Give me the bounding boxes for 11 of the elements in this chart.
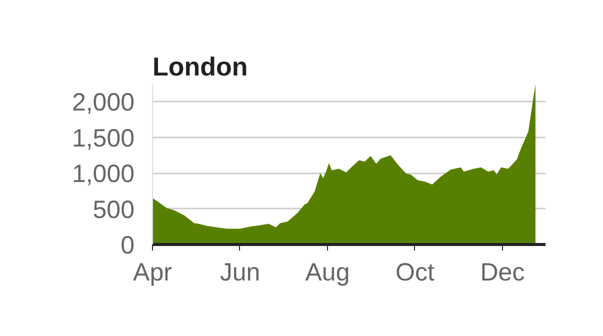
y-tick-label: 500 [92,196,135,224]
y-tick-label: 2,000 [72,88,134,117]
x-tick-label: Jun [220,258,260,286]
x-tick-label: Aug [305,258,350,286]
y-tick-label: 1,000 [72,160,134,188]
y-tick-label: 1,500 [72,124,134,152]
x-tick-label: Apr [133,258,172,286]
y-tick-label: 0 [120,232,134,260]
x-tick-label: Oct [396,258,434,286]
x-tick-label: Dec [480,258,525,286]
chart-title: London [152,52,248,82]
